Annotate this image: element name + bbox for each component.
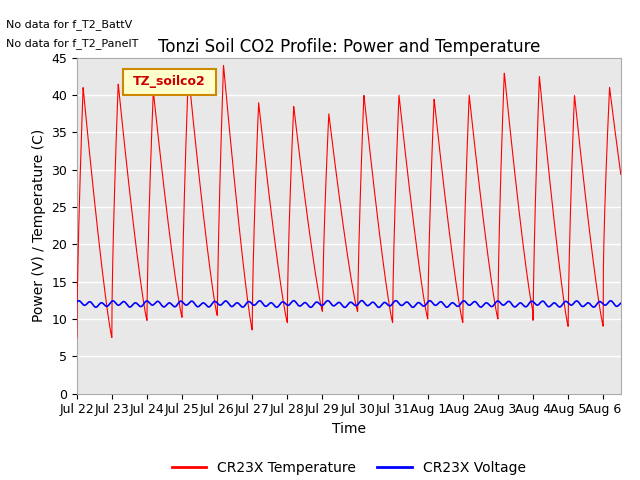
Text: No data for f_T2_PanelT: No data for f_T2_PanelT (6, 38, 139, 49)
Legend: CR23X Temperature, CR23X Voltage: CR23X Temperature, CR23X Voltage (166, 456, 532, 480)
Y-axis label: Power (V) / Temperature (C): Power (V) / Temperature (C) (31, 129, 45, 322)
Text: TZ_soilco2: TZ_soilco2 (133, 75, 205, 88)
FancyBboxPatch shape (123, 70, 216, 95)
Title: Tonzi Soil CO2 Profile: Power and Temperature: Tonzi Soil CO2 Profile: Power and Temper… (157, 38, 540, 56)
Text: No data for f_T2_BattV: No data for f_T2_BattV (6, 19, 132, 30)
X-axis label: Time: Time (332, 422, 366, 436)
